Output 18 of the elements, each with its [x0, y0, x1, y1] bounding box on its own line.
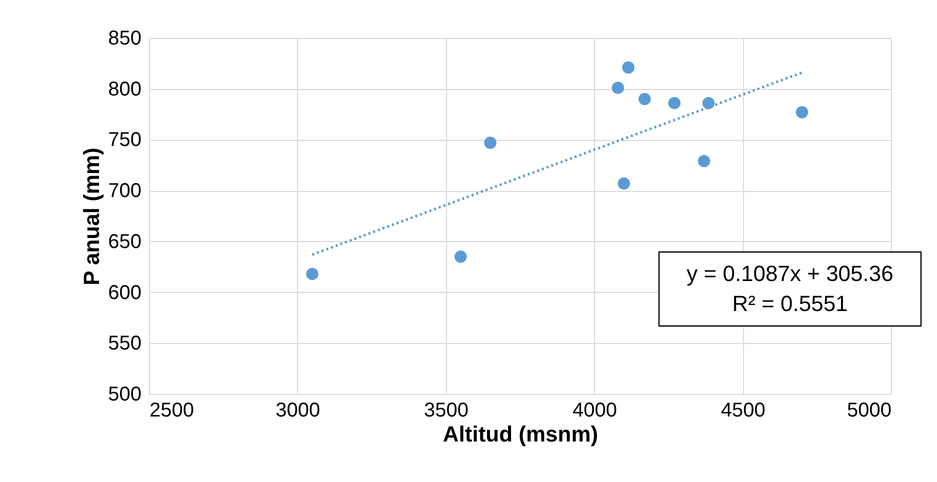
y-tick-label: 650 [108, 230, 142, 253]
x-tick-label: 5000 [847, 400, 892, 422]
annotation: y = 0.1087x + 305.36 [686, 261, 894, 286]
annotation: R² = 0.5551 [732, 291, 848, 316]
y-tick-label: 500 [108, 384, 142, 406]
y-tick-label: 550 [108, 332, 142, 355]
y-tick-label: 850 [108, 28, 142, 50]
y-tick-label: 800 [108, 78, 142, 100]
y-tick-label: 750 [108, 129, 142, 152]
x-tick-label: 4500 [720, 400, 766, 422]
x-tick-label: 3000 [276, 400, 320, 422]
x-tick-label: 4000 [572, 400, 617, 422]
y-tick-label: 700 [108, 180, 142, 202]
y-axis-title: P anual (mm) [79, 148, 104, 286]
x-tick-label: 3500 [424, 400, 469, 422]
x-tick-label: 2500 [150, 400, 194, 422]
y-tick-label: 600 [108, 282, 142, 304]
x-axis-title: Altitud (msnm) [442, 422, 598, 446]
